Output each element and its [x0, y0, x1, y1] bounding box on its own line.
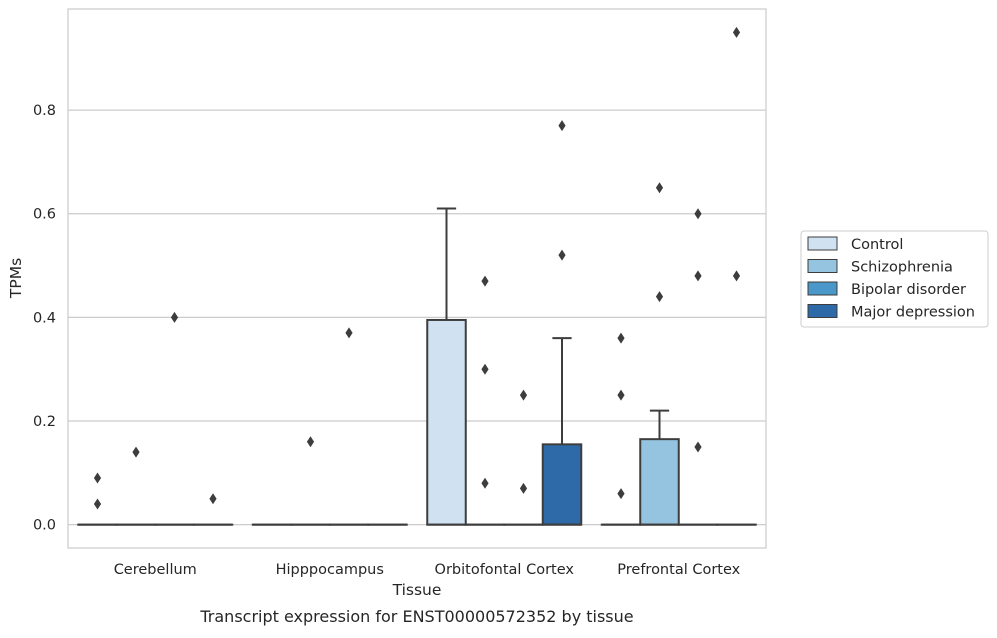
x-axis-label: Tissue	[392, 581, 442, 599]
y-tick-label: 0.4	[33, 310, 56, 326]
y-tick-label: 0.6	[33, 207, 56, 223]
legend-label: Bipolar disorder	[851, 282, 966, 298]
legend: Control Schizophrenia Bipolar disorder Majo…	[801, 231, 988, 327]
box-body	[543, 444, 582, 524]
x-tick-label: Cerebellum	[114, 562, 197, 578]
legend-swatch	[808, 260, 837, 273]
legend-swatch	[808, 305, 837, 318]
y-tick-label: 0.2	[33, 414, 56, 430]
x-tick-label: Hipppocampus	[276, 562, 384, 578]
y-tick-labels: 0.0 0.2 0.4 0.6 0.8	[33, 103, 56, 534]
legend-swatch	[808, 237, 837, 250]
legend-label: Major depression	[851, 305, 975, 321]
x-tick-label: Prefrontal Cortex	[617, 562, 740, 578]
x-tick-label: Orbitofontal Cortex	[435, 562, 575, 578]
y-tick-label: 0.8	[33, 103, 56, 119]
y-axis-label: TPMs	[7, 258, 25, 299]
legend-label: Schizophrenia	[851, 260, 953, 276]
legend-label: Control	[851, 237, 903, 253]
box-body	[640, 439, 679, 525]
chart-caption: Transcript expression for ENST0000057235…	[199, 607, 633, 626]
legend-swatch	[808, 282, 837, 295]
box-body	[427, 320, 466, 525]
x-tick-labels: Cerebellum Hipppocampus Orbitofontal Corte…	[114, 562, 741, 578]
y-tick-label: 0.0	[33, 518, 56, 534]
